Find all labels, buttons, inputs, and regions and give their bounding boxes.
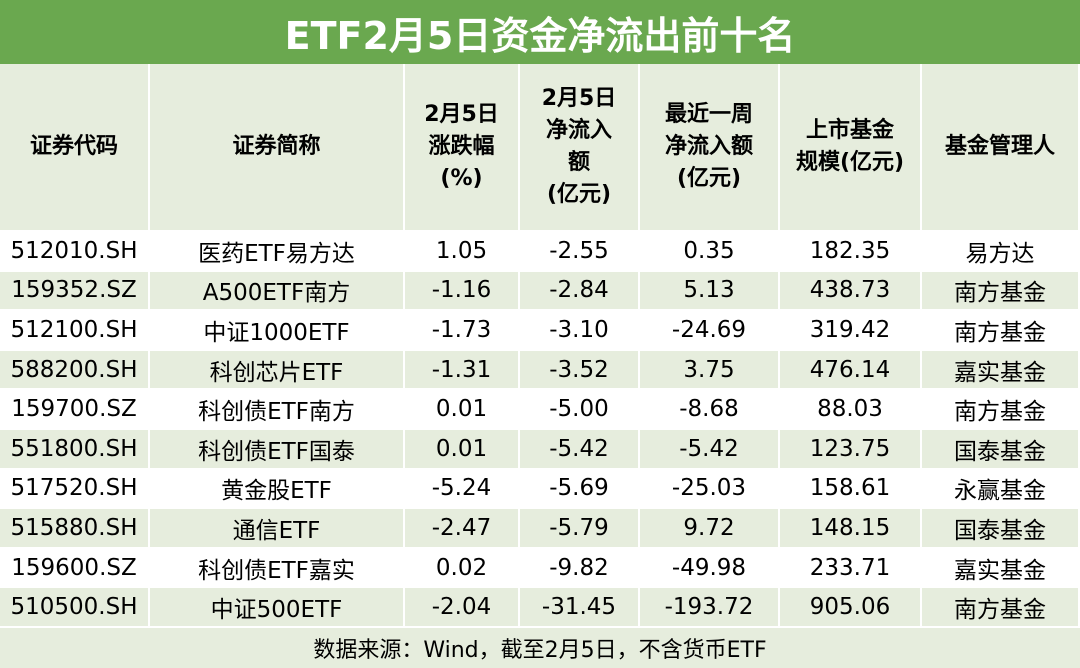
- header-line: 最近一周: [664, 102, 753, 127]
- table-cell: 551800.SH: [0, 430, 150, 470]
- table-cell: -3.10: [520, 311, 640, 351]
- table-cell: 148.15: [780, 509, 922, 549]
- table-cell: -3.52: [520, 350, 640, 391]
- table-cell: -1.16: [405, 271, 520, 312]
- table-cell: 科创债ETF嘉实: [150, 548, 405, 589]
- table-cell: 科创芯片ETF: [150, 350, 405, 391]
- table-cell: 南方基金: [922, 271, 1080, 312]
- header-line: 证券代码: [29, 134, 118, 159]
- table-cell: -49.98: [640, 548, 780, 589]
- table-cell: 319.42: [780, 311, 922, 351]
- table-cell: 512100.SH: [0, 311, 150, 351]
- table-cell: -193.72: [640, 588, 780, 628]
- table-cell: -24.69: [640, 311, 780, 351]
- table-cell: -5.24: [405, 469, 520, 510]
- table-cell: 515880.SH: [0, 509, 150, 549]
- header-cell: 2月5日净流入额 (亿元): [520, 64, 640, 232]
- header-line: 净流入: [545, 118, 612, 143]
- header-line: 证券简称: [232, 134, 321, 159]
- header-cell: 证券简称: [150, 64, 405, 232]
- header-cell: 上市基金规模(亿元): [780, 64, 922, 232]
- table-cell: 永赢基金: [922, 469, 1080, 510]
- table-cell: -5.79: [520, 509, 640, 549]
- table-cell: 1.05: [405, 232, 520, 272]
- table-cell: 国泰基金: [922, 509, 1080, 549]
- table-cell: -31.45: [520, 588, 640, 628]
- table-cell: 科创债ETF国泰: [150, 430, 405, 470]
- header-cell: 证券代码: [0, 64, 150, 232]
- table-cell: A500ETF南方: [150, 271, 405, 312]
- table-cell: -2.84: [520, 271, 640, 312]
- table-cell: -2.47: [405, 509, 520, 549]
- table-cell: 512010.SH: [0, 232, 150, 272]
- header-cell: 基金管理人: [922, 64, 1080, 232]
- table-cell: 易方达: [922, 232, 1080, 272]
- table-cell: 科创债ETF南方: [150, 390, 405, 430]
- table-cell: 438.73: [780, 271, 922, 312]
- header-line: 净流入额: [664, 134, 753, 159]
- table-cell: -5.69: [520, 469, 640, 510]
- footer: 数据来源：Wind，截至2月5日，不含货币ETF: [0, 628, 1080, 668]
- table-cell: 医药ETF易方达: [150, 232, 405, 272]
- table-cell: -25.03: [640, 469, 780, 510]
- header-line: 2月5日: [424, 102, 499, 127]
- table-cell: 中证1000ETF: [150, 311, 405, 351]
- table-cell: 嘉实基金: [922, 350, 1080, 391]
- header-cell: 2月5日涨跌幅 (%): [405, 64, 520, 232]
- table-cell: -9.82: [520, 548, 640, 589]
- table-cell: 3.75: [640, 350, 780, 391]
- table-cell: 5.13: [640, 271, 780, 312]
- header-line: 涨跌幅: [428, 134, 495, 159]
- table-cell: 123.75: [780, 430, 922, 470]
- header-line: (亿元): [676, 166, 742, 191]
- table-cell: 南方基金: [922, 311, 1080, 351]
- header-line: 规模(亿元): [795, 150, 905, 175]
- title: ETF2月5日资金净流出前十名: [0, 0, 1080, 64]
- table-cell: 南方基金: [922, 588, 1080, 628]
- table-cell: 476.14: [780, 350, 922, 391]
- table-cell: -2.55: [520, 232, 640, 272]
- header-line: 2月5日: [541, 86, 617, 111]
- table-cell: 158.61: [780, 469, 922, 510]
- table-cell: 159600.SZ: [0, 548, 150, 589]
- header-line: 基金管理人: [944, 134, 1055, 159]
- table-cell: 233.71: [780, 548, 922, 589]
- table-cell: -8.68: [640, 390, 780, 430]
- table-cell: -5.42: [520, 430, 640, 470]
- table-cell: -2.04: [405, 588, 520, 628]
- table-cell: -1.73: [405, 311, 520, 351]
- table-cell: 159352.SZ: [0, 271, 150, 312]
- table-cell: 0.35: [640, 232, 780, 272]
- table-cell: 0.02: [405, 548, 520, 589]
- table-cell: 517520.SH: [0, 469, 150, 510]
- table-cell: -5.42: [640, 430, 780, 470]
- table-cell: 159700.SZ: [0, 390, 150, 430]
- header-line: 额: [567, 150, 590, 175]
- header-line: (%): [440, 166, 483, 191]
- table-cell: 国泰基金: [922, 430, 1080, 470]
- table-cell: 中证500ETF: [150, 588, 405, 628]
- table-cell: -5.00: [520, 390, 640, 430]
- table-cell: 0.01: [405, 430, 520, 470]
- table-cell: 嘉实基金: [922, 548, 1080, 589]
- table-cell: 黄金股ETF: [150, 469, 405, 510]
- table-cell: -1.31: [405, 350, 520, 391]
- table-cell: 588200.SH: [0, 350, 150, 391]
- table-cell: 通信ETF: [150, 509, 405, 549]
- table-cell: 南方基金: [922, 390, 1080, 430]
- table-cell: 9.72: [640, 509, 780, 549]
- header-cell: 最近一周净流入额 (亿元): [640, 64, 780, 232]
- header-line: 上市基金: [805, 118, 894, 143]
- table-cell: 905.06: [780, 588, 922, 628]
- table-cell: 88.03: [780, 390, 922, 430]
- table-cell: 0.01: [405, 390, 520, 430]
- table-cell: 182.35: [780, 232, 922, 272]
- header-line: (亿元): [546, 182, 612, 207]
- table-cell: 510500.SH: [0, 588, 150, 628]
